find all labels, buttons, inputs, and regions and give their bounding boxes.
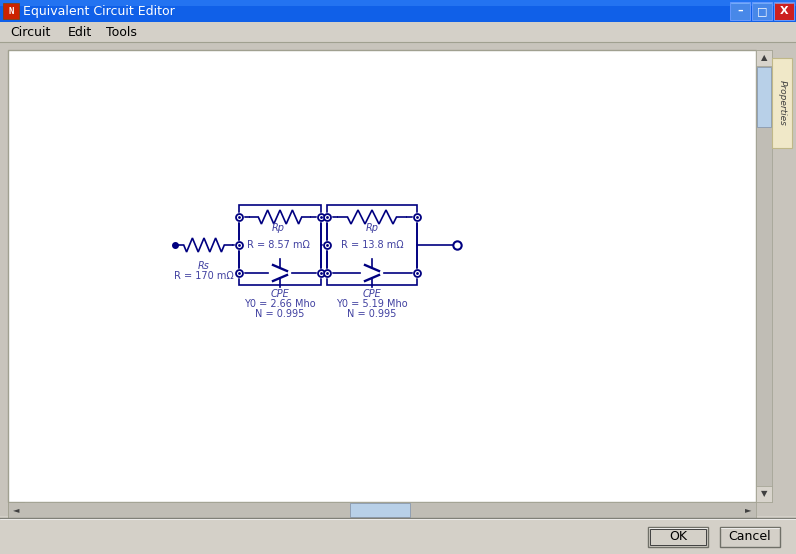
Bar (0, 0, 796, 6)
Bar (648, 527, 708, 547)
Text: N = 0.995: N = 0.995 (347, 309, 396, 319)
Bar (3, 3, 19, 19)
Bar (0, 42, 796, 516)
Text: CPE: CPE (271, 289, 290, 299)
Text: X: X (780, 6, 788, 16)
Text: Rs: Rs (198, 261, 210, 271)
Bar (756, 50, 772, 502)
Bar (756, 50, 772, 66)
Text: Equivalent Circuit Editor: Equivalent Circuit Editor (23, 4, 175, 18)
Bar (0, 22, 796, 42)
Text: ►: ► (745, 505, 751, 515)
Bar (239, 205, 321, 285)
Text: Rp: Rp (271, 223, 284, 233)
Text: R = 13.8 mΩ: R = 13.8 mΩ (341, 240, 404, 250)
Text: ▼: ▼ (761, 490, 767, 499)
Text: OK: OK (669, 531, 687, 543)
Bar (756, 486, 772, 502)
Text: –: – (737, 6, 743, 16)
Text: N: N (8, 7, 14, 16)
Text: R = 170 mΩ: R = 170 mΩ (174, 271, 234, 281)
Text: □: □ (757, 6, 767, 16)
Text: Tools: Tools (106, 25, 136, 38)
Bar (772, 58, 792, 148)
Bar (8, 50, 756, 502)
Text: R = 8.57 mΩ: R = 8.57 mΩ (247, 240, 310, 250)
Bar (752, 2, 772, 20)
Text: Circuit: Circuit (10, 25, 50, 38)
Text: Y0 = 5.19 Mho: Y0 = 5.19 Mho (336, 299, 408, 309)
Text: Rp: Rp (365, 223, 379, 233)
Text: ◄: ◄ (13, 505, 19, 515)
Bar (0, 518, 796, 554)
Bar (0, 0, 796, 22)
Text: CPE: CPE (363, 289, 381, 299)
Text: ▲: ▲ (761, 54, 767, 63)
Bar (8, 502, 756, 518)
Text: N = 0.995: N = 0.995 (256, 309, 305, 319)
Bar (720, 527, 780, 547)
Bar (350, 503, 410, 517)
Bar (650, 529, 706, 545)
Text: Cancel: Cancel (728, 531, 771, 543)
Text: Y0 = 2.66 Mho: Y0 = 2.66 Mho (244, 299, 316, 309)
Text: Edit: Edit (68, 25, 92, 38)
Text: Properties: Properties (778, 80, 786, 126)
Bar (730, 2, 750, 20)
Bar (327, 205, 417, 285)
Bar (757, 67, 771, 127)
Bar (774, 2, 794, 20)
